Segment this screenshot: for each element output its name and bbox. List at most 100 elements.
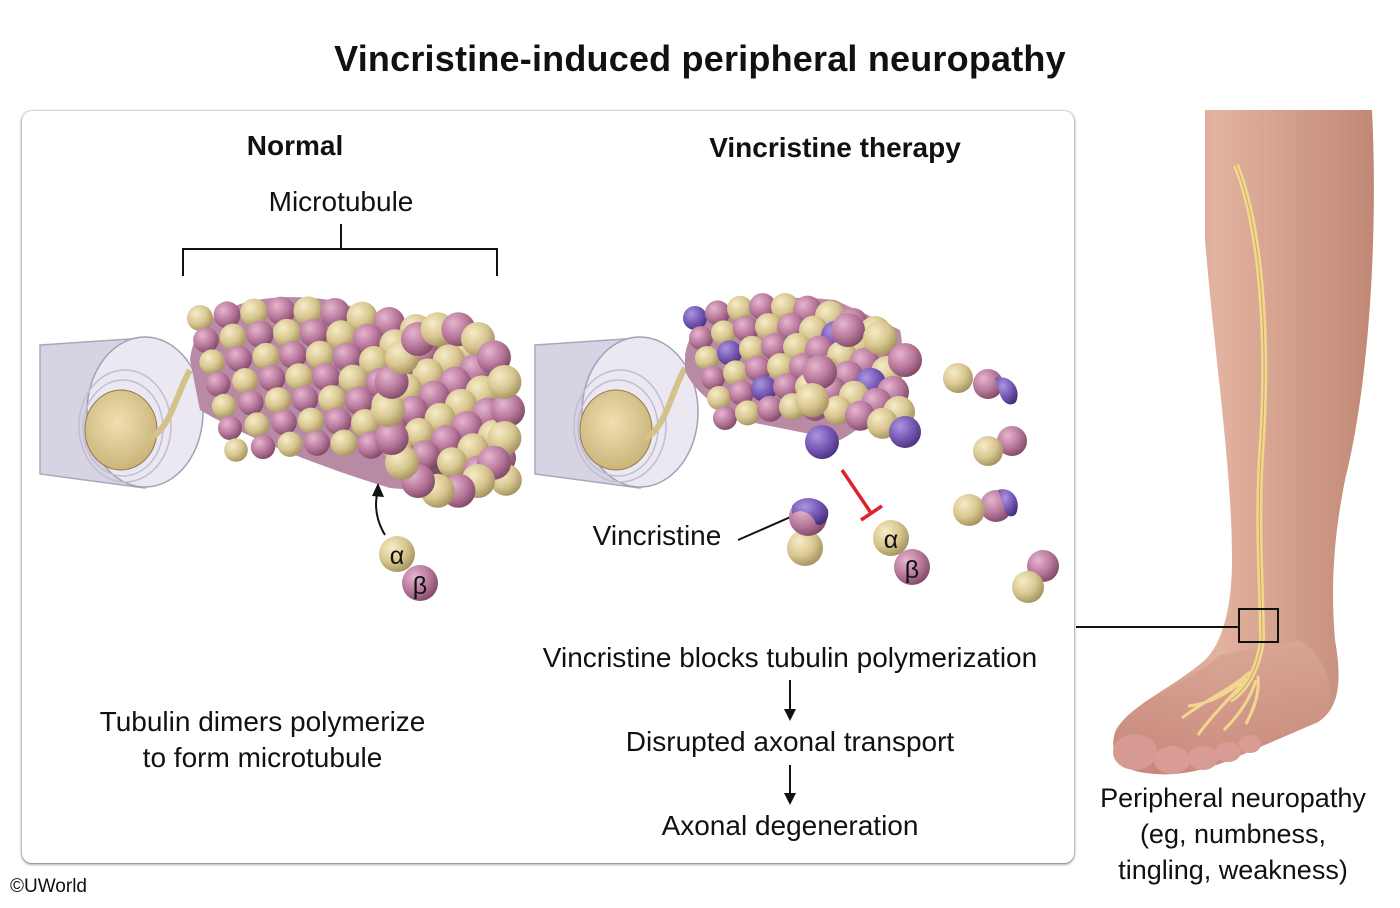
alpha-tubulin — [318, 385, 346, 413]
beta-tubulin — [213, 301, 241, 329]
alpha-tubulin — [437, 447, 467, 478]
beta-tubulin — [689, 326, 713, 350]
beta-tubulin — [279, 341, 307, 369]
beta-label-normal: β — [412, 572, 428, 600]
microtubule-normal — [187, 296, 525, 508]
alpha-tubulin — [707, 386, 731, 410]
vincristine-molecule — [717, 340, 742, 366]
alpha-tubulin — [305, 340, 335, 370]
inhibition-icon — [840, 469, 883, 522]
alpha-tubulin — [273, 318, 301, 347]
beta-tubulin — [238, 390, 264, 416]
alpha-tubulin — [823, 395, 852, 425]
alpha-tubulin — [723, 360, 748, 386]
alpha-tubulin — [211, 393, 237, 419]
alpha-tubulin — [265, 387, 291, 414]
normal-heading: Normal — [246, 130, 344, 161]
alpha-tubulin — [240, 298, 268, 327]
beta-tubulin — [291, 385, 319, 413]
alpha-tubulin — [224, 438, 248, 462]
alpha-label-normal: α — [389, 542, 405, 570]
alpha-tubulin — [371, 393, 405, 427]
beta-tubulin — [713, 406, 737, 430]
foot-caption-line3: tingling, weakness) — [1118, 855, 1348, 885]
beta-tubulin — [226, 345, 252, 372]
beta-tubulin — [491, 393, 525, 427]
step-arrow-1 — [784, 680, 796, 721]
beta-tubulin — [332, 342, 362, 372]
axon-cylinder-normal — [39, 336, 204, 489]
microtubule-label: Microtubule — [268, 186, 414, 217]
vincristine-label: Vincristine — [592, 520, 722, 551]
alpha-tubulin — [487, 364, 522, 399]
beta-tubulin — [733, 315, 759, 342]
alpha-tubulin — [219, 323, 247, 351]
tubulin-dimer-normal — [379, 536, 438, 601]
normal-caption-line2: to form microtubule — [142, 742, 383, 773]
microtubule-disrupted — [683, 293, 922, 459]
alpha-tubulin — [795, 383, 829, 417]
beta-tubulin — [205, 371, 231, 397]
normal-caption-line1: Tubulin dimers polymerize — [99, 706, 426, 737]
alpha-tubulin — [404, 418, 434, 448]
microtubule-bracket — [182, 224, 498, 276]
alpha-tubulin — [735, 400, 760, 426]
copyright-notice: ©UWorld — [10, 876, 87, 897]
alpha-tubulin — [727, 295, 753, 322]
beta-tubulin — [803, 355, 837, 389]
beta-tubulin — [271, 409, 297, 436]
alpha-tubulin — [293, 296, 323, 326]
alpha-tubulin — [330, 429, 358, 457]
beta-tubulin — [258, 365, 286, 392]
beta-tubulin — [745, 355, 771, 382]
foot-caption-line1: Peripheral neuropathy — [1100, 783, 1366, 813]
vincristine-molecule — [805, 425, 839, 459]
vincristine-bound-dimer — [787, 498, 829, 566]
beta-tubulin — [757, 395, 783, 422]
polymerize-arrowhead — [372, 483, 384, 497]
figure-title: Vincristine-induced peripheral neuropath… — [334, 38, 1066, 79]
alpha-tubulin — [199, 349, 225, 375]
step-3-text: Axonal degeneration — [661, 810, 919, 841]
beta-tubulin — [218, 416, 242, 440]
beta-tubulin — [701, 366, 725, 390]
axon-cylinder-vincristine — [534, 336, 699, 489]
beta-tubulin — [374, 421, 409, 456]
beta-tubulin — [304, 429, 330, 456]
vincristine-therapy-heading: Vincristine therapy — [709, 132, 961, 163]
alpha-tubulin — [739, 335, 765, 362]
vincristine-molecule — [683, 306, 707, 330]
vincristine-pointer — [737, 514, 796, 541]
tubulin-dimer-blocked — [873, 520, 930, 585]
alpha-tubulin — [244, 412, 270, 438]
leg-foot-illustration — [1076, 110, 1374, 775]
alpha-tubulin — [863, 321, 897, 355]
step-1-text: Vincristine blocks tubulin polymerizatio… — [542, 642, 1038, 673]
alpha-tubulin — [695, 346, 719, 370]
alpha-tubulin — [338, 364, 368, 394]
foot-caption-line2: (eg, numbness, — [1139, 819, 1327, 849]
alpha-tubulin — [297, 407, 325, 435]
step-2-text: Disrupted axonal transport — [625, 726, 955, 757]
beta-label-vincristine: β — [904, 556, 920, 584]
alpha-tubulin — [187, 305, 213, 331]
alpha-tubulin — [351, 409, 379, 437]
mechanism-panel — [22, 111, 1074, 863]
beta-tubulin — [705, 300, 730, 326]
beta-tubulin — [246, 320, 274, 348]
scattered-dimers — [943, 363, 1059, 603]
beta-tubulin — [344, 386, 374, 416]
step-arrow-2 — [784, 765, 796, 805]
beta-tubulin — [193, 327, 219, 353]
beta-tubulin — [831, 313, 865, 347]
alpha-tubulin — [326, 320, 356, 350]
beta-tubulin — [250, 434, 276, 460]
alpha-tubulin — [232, 368, 258, 394]
beta-tubulin — [888, 343, 922, 377]
beta-tubulin — [324, 407, 352, 435]
vincristine-molecule — [751, 375, 777, 402]
beta-tubulin — [266, 296, 296, 326]
alpha-tubulin — [277, 431, 303, 457]
alpha-tubulin — [285, 363, 313, 391]
